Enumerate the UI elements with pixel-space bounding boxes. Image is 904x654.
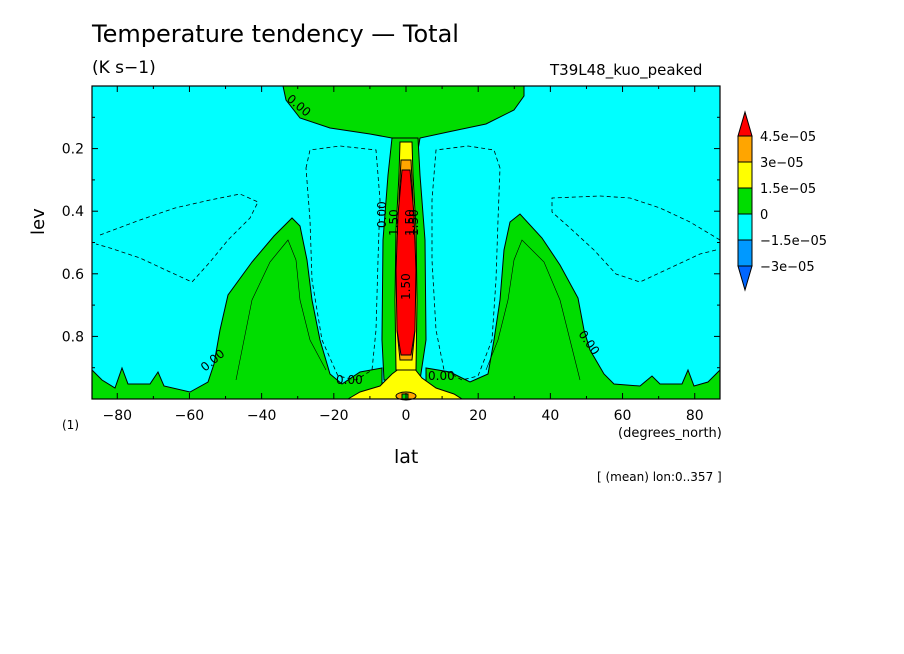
- y-tick-label: 0.6: [62, 267, 84, 283]
- y-tick-label: 0.2: [62, 142, 84, 158]
- colorbar-top-arrow: [737, 110, 753, 137]
- colorbar-segment: [737, 161, 753, 189]
- contour-label: 1.50: [399, 273, 413, 300]
- chart-units: (K s−1): [92, 58, 156, 78]
- x-axis-label: lat: [394, 446, 419, 468]
- colorbar-bottom-arrow: [737, 265, 753, 292]
- thin-contour-south: [235, 239, 327, 381]
- green-region-south: [91, 217, 383, 400]
- colorbar-segment: [737, 187, 753, 215]
- y-axis-note: (1): [62, 418, 79, 432]
- chart-title: Temperature tendency — Total: [92, 20, 459, 48]
- x-tick-label: −20: [319, 408, 349, 424]
- x-axis-units: (degrees_north): [618, 426, 722, 441]
- dashed-contour-north: [551, 195, 721, 283]
- contour-label: 0.00: [336, 373, 363, 387]
- colorbar-segment: [737, 213, 753, 241]
- x-tick-label: 20: [469, 408, 487, 424]
- contour-label: 0.00: [428, 369, 455, 383]
- contour-label: 1.50: [387, 209, 401, 236]
- y-tick-label: 0.8: [62, 329, 84, 345]
- experiment-label: T39L48_kuo_peaked: [550, 61, 703, 79]
- colorbar-level-label: −1.5e−05: [760, 234, 827, 249]
- dashed-contour-mid-north: [431, 145, 501, 381]
- contour-label: 1.50: [403, 209, 417, 236]
- y-tick-label: 0.4: [62, 204, 84, 220]
- colorbar-segment: [737, 239, 753, 267]
- green-region-north: [425, 213, 721, 400]
- dashed-contour-south: [95, 193, 259, 283]
- green-region-base-notch: [401, 393, 409, 400]
- x-tick-label: 40: [541, 408, 559, 424]
- colorbar-level-label: 0: [760, 208, 768, 223]
- colorbar-level-label: 1.5e−05: [760, 182, 816, 197]
- colorbar-level-label: −3e−05: [760, 260, 815, 275]
- x-tick-label: 60: [614, 408, 632, 424]
- thin-contour-north: [485, 239, 581, 381]
- averaging-note: [ (mean) lon:0..357 ]: [597, 470, 722, 484]
- x-tick-label: 0: [402, 408, 411, 424]
- x-tick-label: −40: [247, 408, 277, 424]
- colorbar-level-label: 4.5e−05: [760, 130, 816, 145]
- x-tick-label: −60: [175, 408, 205, 424]
- x-tick-label: −80: [102, 408, 132, 424]
- red-region-core: [395, 169, 417, 356]
- contour-label: 0.00: [375, 201, 389, 228]
- contour-label: 1.50: [407, 209, 421, 236]
- colorbar-level-label: 3e−05: [760, 156, 804, 171]
- x-tick-label: 80: [686, 408, 704, 424]
- colorbar-segment: [737, 135, 753, 163]
